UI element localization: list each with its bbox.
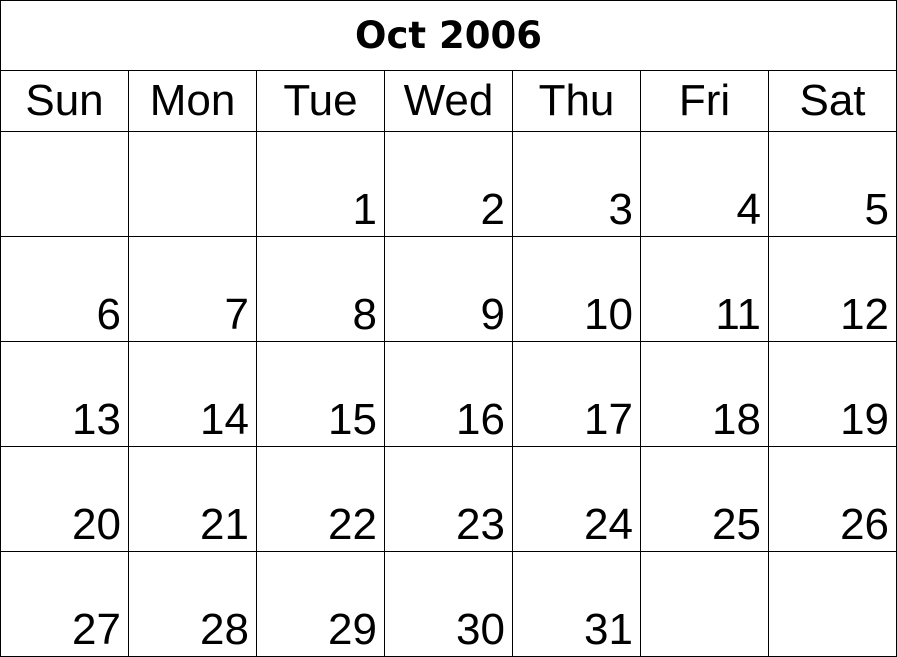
title-row: Oct 2006 <box>0 0 897 71</box>
day-number: 1 <box>352 185 377 234</box>
day-number: 24 <box>584 500 633 549</box>
day-cell: 21 <box>128 446 257 552</box>
day-cell: 19 <box>767 341 897 447</box>
day-cell: 18 <box>640 341 769 447</box>
day-cell: 4 <box>640 131 769 237</box>
day-cell: 5 <box>767 131 897 237</box>
day-number: 12 <box>840 290 890 339</box>
day-cell: 31 <box>512 551 641 657</box>
day-cell: 26 <box>767 446 897 552</box>
day-cell: 10 <box>512 236 641 342</box>
weekday-header: Tue <box>256 70 385 132</box>
weekday-header: Mon <box>128 70 257 132</box>
day-number: 17 <box>584 395 633 444</box>
day-number: 22 <box>328 500 377 549</box>
day-cell: 29 <box>256 551 385 657</box>
day-number: 9 <box>480 290 505 339</box>
day-number: 23 <box>456 500 505 549</box>
day-number: 10 <box>584 290 633 339</box>
day-cell: 8 <box>256 236 385 342</box>
day-number: 27 <box>72 605 121 654</box>
day-number: 3 <box>608 185 633 234</box>
day-number: 19 <box>840 395 890 444</box>
weekday-header: Thu <box>512 70 641 132</box>
day-number: 5 <box>864 185 890 234</box>
day-cell: 30 <box>384 551 513 657</box>
day-number: 18 <box>712 395 761 444</box>
day-number: 30 <box>456 605 505 654</box>
day-cell: 27 <box>0 551 129 657</box>
day-number: 15 <box>328 395 377 444</box>
day-cell: 28 <box>128 551 257 657</box>
day-number: 28 <box>200 605 249 654</box>
weekday-header: Sun <box>0 70 129 132</box>
day-cell: 2 <box>384 131 513 237</box>
day-cell: 20 <box>0 446 129 552</box>
day-number: 25 <box>712 500 761 549</box>
day-number: 11 <box>715 290 761 339</box>
day-cell: 25 <box>640 446 769 552</box>
week-row: 20 21 22 23 24 25 26 <box>0 446 897 552</box>
day-number: 2 <box>480 185 505 234</box>
day-number: 21 <box>200 500 249 549</box>
day-number: 14 <box>200 395 249 444</box>
day-cell: 22 <box>256 446 385 552</box>
day-cell: 12 <box>767 236 897 342</box>
day-number: 4 <box>736 185 761 234</box>
day-number: 8 <box>352 290 377 339</box>
month-title: Oct 2006 <box>0 0 897 71</box>
day-cell: 15 <box>256 341 385 447</box>
day-cell: 11 <box>640 236 769 342</box>
day-cell: 17 <box>512 341 641 447</box>
weekday-header: Fri <box>640 70 769 132</box>
day-number: 13 <box>72 395 121 444</box>
weekday-header-row: Sun Mon Tue Wed Thu Fri Sat <box>0 70 897 132</box>
week-row: 1 2 3 4 5 <box>0 131 897 237</box>
week-row: 13 14 15 16 17 18 19 <box>0 341 897 447</box>
day-number: 6 <box>96 290 121 339</box>
week-row: 6 7 8 9 10 11 12 <box>0 236 897 342</box>
day-cell: 6 <box>0 236 129 342</box>
day-number: 7 <box>224 290 249 339</box>
day-cell: 7 <box>128 236 257 342</box>
day-cell: 1 <box>256 131 385 237</box>
day-cell: 3 <box>512 131 641 237</box>
weekday-header: Sat <box>767 70 897 132</box>
day-number: 29 <box>328 605 377 654</box>
weekday-header: Wed <box>384 70 513 132</box>
day-cell <box>0 131 129 237</box>
day-number: 16 <box>456 395 505 444</box>
day-cell: 9 <box>384 236 513 342</box>
day-cell: 13 <box>0 341 129 447</box>
day-cell: 24 <box>512 446 641 552</box>
week-row: 27 28 29 30 31 <box>0 551 897 657</box>
day-number: 31 <box>584 605 633 654</box>
day-cell: 14 <box>128 341 257 447</box>
day-number: 26 <box>840 500 890 549</box>
day-number: 20 <box>72 500 121 549</box>
day-cell: 23 <box>384 446 513 552</box>
day-cell <box>767 551 897 657</box>
day-cell <box>128 131 257 237</box>
day-cell <box>640 551 769 657</box>
day-cell: 16 <box>384 341 513 447</box>
